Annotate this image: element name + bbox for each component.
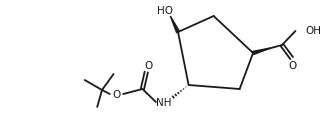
Polygon shape [170, 17, 179, 33]
Text: HO: HO [156, 6, 173, 16]
Text: O: O [289, 60, 297, 70]
Text: NH: NH [156, 97, 171, 107]
Polygon shape [253, 49, 270, 55]
Text: O: O [144, 60, 152, 70]
Text: OH: OH [305, 26, 321, 36]
Text: O: O [112, 89, 120, 99]
